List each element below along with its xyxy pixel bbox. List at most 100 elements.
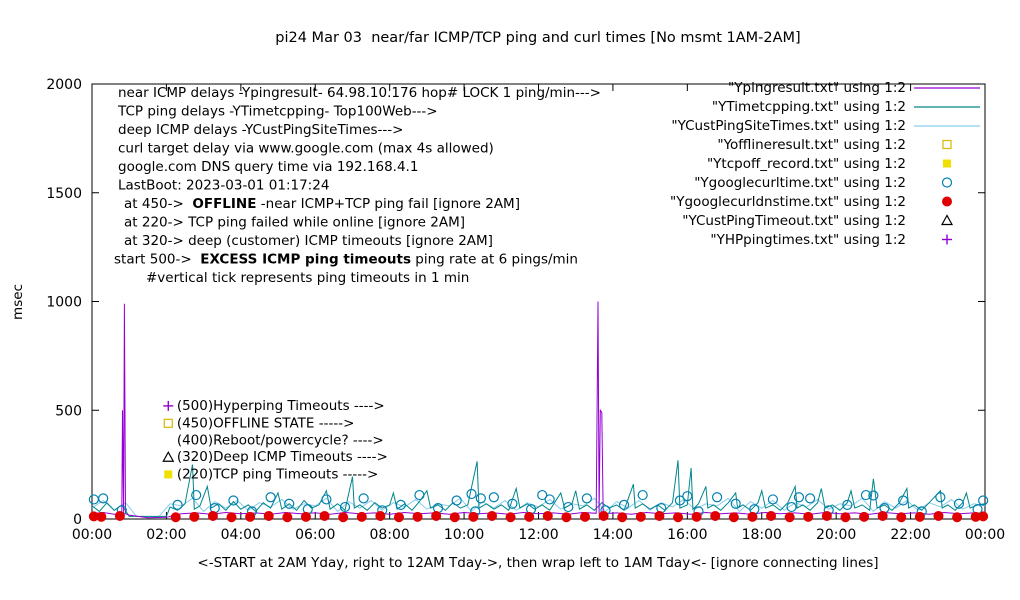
circle-open-marker-icon [953,498,965,509]
x-tick-label: 14:00 [593,527,633,543]
callout-label: (220)TCP ping Timeouts -----> [177,466,379,482]
circle-open-marker-icon [321,494,332,505]
circle-filled-marker-icon [226,512,237,523]
circle-filled-marker-icon [877,510,888,521]
legend-label: "YCustPingSiteTimes.txt" using 1:2 [671,118,906,134]
circle-filled-marker-icon [710,510,721,521]
circle-filled-marker-icon [952,512,963,523]
circle-open-marker-icon [265,492,276,503]
legend: "Ypingresult.txt" using 1:2 "YTimetcpping… [670,80,980,248]
circle-open-marker-icon [935,492,946,503]
circle-open-marker-icon [978,495,989,506]
circle-filled-marker-icon [300,511,311,522]
info-line: google.com DNS query time via 192.168.4.… [118,159,418,175]
circle-open-marker-icon [637,489,648,501]
x-tick-label: 02:00 [146,527,186,543]
circle-open-marker-icon [466,488,477,500]
circle-filled-marker-icon [914,511,925,522]
circle-filled-marker-icon [654,510,665,521]
info-line: curl target delay via www.google.com (ma… [118,141,494,157]
y-tick-label: 1500 [46,186,82,202]
square-open-marker-icon [163,418,173,428]
circle-filled-marker-icon [375,510,386,521]
info-line: at 320-> deep (customer) ICMP timeouts [… [124,233,493,249]
legend-label: "Yofflineresult.txt" using 1:2 [717,137,906,153]
circle-filled-marker-icon [673,512,684,523]
y-axis-label: msec [10,284,26,320]
legend-label: "Ytcpoff_record.txt" using 1:2 [707,156,906,172]
circle-filled-marker-icon [356,511,367,522]
triangle-open-marker-icon [162,450,175,462]
x-tick-label: 20:00 [816,527,856,543]
circle-filled-marker-icon [784,512,795,523]
y-tick-label: 1000 [46,295,82,311]
callouts: (500)Hyperping Timeouts ---->(450)OFFLIN… [162,398,388,482]
info-line: start 500-> EXCESS ICMP ping timeouts pi… [114,252,578,268]
info-line: deep ICMP delays -YCustPingSiteTimes---> [118,122,403,138]
circle-filled-marker-icon [978,511,989,522]
circle-filled-marker-icon [449,512,460,523]
circle-filled-marker-icon [598,510,609,521]
circle-open-marker-icon [898,495,909,506]
circle-filled-marker-icon [319,510,330,521]
chart-title: pi24 Mar 03 near/far ICMP/TCP ping and c… [275,30,800,46]
callout-label: (450)OFFLINE STATE -----> [177,415,355,431]
y-tick-label: 2000 [46,77,82,93]
legend-label: "Ygooglecurldnstime.txt" using 1:2 [670,194,906,210]
info-line: TCP ping delays -YTimetcpping- Top100Web… [117,104,438,120]
circle-filled-marker-icon [803,511,814,522]
series-Ygooglecurltime [88,488,989,517]
circle-open-marker-icon [563,501,574,513]
circle-filled-marker-icon [96,511,107,522]
circle-filled-marker-icon [245,511,256,522]
x-tick-label: 08:00 [369,527,409,543]
circle-open-marker-icon [730,498,741,509]
circle-filled-marker-icon [263,510,274,521]
legend-label: "Ypingresult.txt" using 1:2 [728,80,906,96]
circle-open-marker-icon [805,493,816,504]
circle-open-marker-icon [284,498,295,509]
y-tick-label: 500 [55,403,82,419]
circle-open-marker-icon [191,489,202,501]
circle-filled-marker-icon [896,512,907,523]
info-line: at 450-> OFFLINE -near ICMP+TCP ping fai… [124,196,520,212]
info-line: #vertical tick represents ping timeouts … [146,270,469,286]
circle-filled-marker-icon [505,512,516,523]
x-tick-label: 00:00 [72,527,112,543]
circle-filled-marker-icon [189,511,200,522]
circle-filled-marker-icon [542,510,553,521]
circle-open-marker-icon [711,492,723,503]
circle-filled-marker-icon [580,511,591,522]
circle-open-marker-icon [98,493,109,504]
circle-open-marker-icon [488,492,499,503]
square-filled-marker-icon [943,159,951,168]
circle-open-marker-icon [228,495,239,506]
circle-open-marker-icon [537,489,548,501]
info-line: near ICMP delays -Ypingresult- 64.98.10.… [118,85,601,101]
circle-filled-marker-icon [840,512,851,523]
square-filled-marker-icon [164,470,173,479]
legend-label: "YTimetcpping.txt" using 1:2 [712,99,906,115]
circle-filled-marker-icon [412,511,423,522]
x-tick-label: 16:00 [667,527,707,543]
circle-filled-marker-icon [821,510,832,521]
circle-filled-marker-icon [635,511,646,522]
circle-filled-marker-icon [468,511,479,522]
circle-open-marker-icon [451,495,462,506]
circle-filled-marker-icon [486,510,497,521]
triangle-open-marker-icon [940,214,954,226]
circle-filled-marker-icon [524,511,535,522]
circle-open-marker-icon [414,489,425,501]
circle-filled-marker-icon [393,512,404,523]
legend-label: "YHPpingtimes.txt" using 1:2 [710,232,906,248]
circle-filled-marker-icon [282,512,293,523]
circle-filled-marker-icon [114,510,125,521]
circle-open-marker-icon [793,492,805,503]
x-tick-label: 04:00 [221,527,261,543]
circle-open-marker-icon [674,495,685,506]
circle-filled-marker-icon [728,512,739,523]
info-line: at 220-> TCP ping failed while online [i… [124,215,465,231]
circle-open-marker-icon [88,494,99,505]
circle-open-marker-icon [842,499,853,510]
